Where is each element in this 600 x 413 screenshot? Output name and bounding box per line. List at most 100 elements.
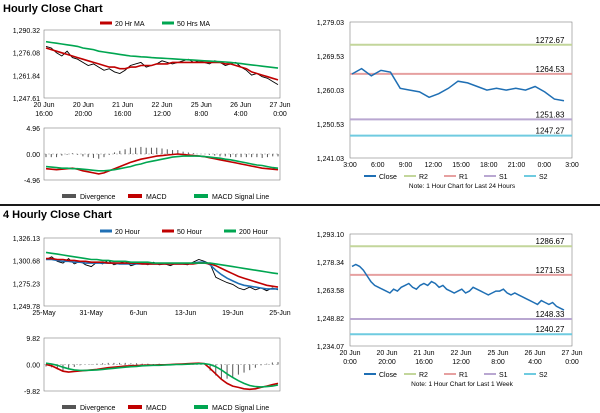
x-tick-label: 25-Jun bbox=[269, 310, 291, 317]
x-tick-label: 25-May bbox=[32, 310, 56, 317]
x-tick-label: 12:00 bbox=[452, 359, 470, 366]
legend-entry: S1 bbox=[499, 174, 508, 181]
series-line-50-hrs-ma bbox=[45, 40, 279, 69]
series-line-close bbox=[351, 263, 565, 311]
series-line-macd-signal-line bbox=[45, 155, 279, 172]
series-line-close bbox=[351, 67, 565, 102]
legend-swatch bbox=[62, 405, 76, 409]
x-tick-label: 0:00 bbox=[565, 359, 579, 366]
legend-entry: R2 bbox=[419, 174, 428, 181]
pivot-level-label: 1251.83 bbox=[536, 110, 565, 119]
x-tick-label: 27 Jun bbox=[561, 350, 582, 357]
y-tick-label: 4.96 bbox=[26, 126, 40, 133]
y-tick-label: 1,249.78 bbox=[13, 304, 40, 311]
legend-entry: 200 Hour bbox=[239, 229, 268, 236]
legend-entry: MACD bbox=[146, 405, 167, 412]
y-tick-label: 9.82 bbox=[26, 336, 40, 343]
legend-entry: R2 bbox=[419, 372, 428, 379]
plot-area bbox=[43, 29, 281, 99]
legend-entry: Divergence bbox=[80, 194, 116, 201]
x-tick-label: 20 Jun bbox=[376, 350, 397, 357]
y-tick-label: 1,248.82 bbox=[317, 316, 344, 323]
legend-swatch bbox=[62, 194, 76, 198]
legend-entry: S2 bbox=[539, 174, 548, 181]
y-tick-label: 1,300.68 bbox=[13, 259, 40, 266]
x-tick-label: 20 Jun bbox=[73, 102, 94, 109]
x-tick-label: 19-Jun bbox=[222, 310, 244, 317]
x-tick-label: 3:00 bbox=[343, 162, 357, 169]
series-line-macd bbox=[45, 153, 279, 175]
legend-swatch bbox=[194, 405, 208, 409]
legend-entry: S2 bbox=[539, 372, 548, 379]
x-tick-label: 27 Jun bbox=[269, 102, 290, 109]
x-tick-label: 3:00 bbox=[565, 162, 579, 169]
x-tick-label: 20:00 bbox=[75, 111, 93, 118]
series-line-20-hr-ma bbox=[45, 47, 279, 81]
hourly-pivot-chart: 1,279.03 1,269.53 1,260.03 1,250.53 1,241.03… bbox=[317, 20, 579, 190]
x-tick-label: 6:00 bbox=[371, 162, 385, 169]
series-line-macd bbox=[45, 362, 279, 391]
legend-entry: Close bbox=[379, 174, 397, 181]
section-divider bbox=[0, 204, 600, 206]
hourly-section-title: Hourly Close Chart bbox=[3, 3, 103, 15]
four-hourly-pivot-chart: 1,293.10 1,278.34 1,263.58 1,248.82 1,234.07… bbox=[317, 232, 583, 388]
y-tick-label: 1,241.03 bbox=[317, 156, 344, 163]
plot-area bbox=[43, 237, 281, 307]
x-tick-label: 21 Jun bbox=[413, 350, 434, 357]
x-tick-label: 21 Jun bbox=[112, 102, 133, 109]
pivot-level-label: 1247.27 bbox=[536, 127, 565, 136]
x-tick-label: 12:00 bbox=[424, 162, 442, 169]
y-tick-label: 1,250.53 bbox=[317, 122, 344, 129]
y-tick-label: 1,279.03 bbox=[317, 20, 344, 27]
four-hourly-macd-chart: 9.82 0.00 -9.82 Divergence MACD MACD Signal L… bbox=[24, 336, 281, 412]
four-hourly-price-chart: 20 Hour 50 Hour 200 Hour 1,326.13 1,300.68 1,… bbox=[13, 229, 291, 317]
x-tick-label: 6-Jun bbox=[130, 310, 148, 317]
x-tick-label: 20 Jun bbox=[339, 350, 360, 357]
x-tick-label: 0:00 bbox=[343, 359, 357, 366]
x-tick-label: 0:00 bbox=[273, 111, 287, 118]
x-tick-label: 4:00 bbox=[234, 111, 248, 118]
y-tick-label: 1,293.10 bbox=[317, 232, 344, 239]
y-tick-label: 1,275.23 bbox=[13, 281, 40, 288]
chart-note: Note: 1 Hour Chart for Last 1 Week bbox=[411, 381, 514, 388]
y-tick-label: 0.00 bbox=[26, 363, 40, 370]
y-tick-label: 1,263.58 bbox=[317, 288, 344, 295]
x-tick-label: 0:00 bbox=[537, 162, 551, 169]
y-tick-label: 1,269.53 bbox=[317, 54, 344, 61]
x-tick-label: 20:00 bbox=[378, 359, 396, 366]
x-tick-label: 22 Jun bbox=[151, 102, 172, 109]
y-tick-label: -9.82 bbox=[24, 389, 40, 396]
legend-swatch bbox=[128, 405, 142, 409]
y-tick-label: 1,234.07 bbox=[317, 344, 344, 351]
x-tick-label: 16:00 bbox=[114, 111, 132, 118]
legend-entry: R1 bbox=[459, 174, 468, 181]
legend-entry: 50 Hour bbox=[177, 229, 203, 236]
x-tick-label: 25 Jun bbox=[487, 350, 508, 357]
series-line-close bbox=[45, 45, 279, 85]
series-line-200-hour bbox=[45, 251, 279, 275]
x-tick-label: 26 Jun bbox=[524, 350, 545, 357]
series-line-macd-signal-line bbox=[45, 362, 279, 388]
pivot-level-label: 1240.27 bbox=[536, 325, 565, 334]
legend-entry: 20 Hour bbox=[115, 229, 141, 236]
hourly-price-chart: 20 Hr MA 50 Hrs MA 1,290.32 1,276.08 1,261.8… bbox=[13, 21, 291, 118]
legend-entry: Close bbox=[379, 372, 397, 379]
x-tick-label: 31-May bbox=[80, 310, 104, 317]
pivot-level-label: 1271.53 bbox=[536, 266, 565, 275]
y-tick-label: 1,261.84 bbox=[13, 73, 40, 80]
x-tick-label: 12:00 bbox=[153, 111, 171, 118]
y-tick-label: 1,247.61 bbox=[13, 96, 40, 103]
pivot-level-label: 1272.67 bbox=[536, 36, 565, 45]
y-tick-label: 1,326.13 bbox=[13, 236, 40, 243]
four-hourly-section-title: 4 Hourly Close Chart bbox=[3, 209, 112, 221]
legend-entry: S1 bbox=[499, 372, 508, 379]
y-tick-label: 1,260.03 bbox=[317, 88, 344, 95]
x-tick-label: 9:00 bbox=[399, 162, 413, 169]
legend-entry: Divergence bbox=[80, 405, 116, 412]
x-tick-label: 16:00 bbox=[415, 359, 433, 366]
x-tick-label: 18:00 bbox=[480, 162, 498, 169]
legend-entry: MACD Signal Line bbox=[212, 194, 269, 201]
pivot-level-label: 1264.53 bbox=[536, 65, 565, 74]
pivot-level-label: 1248.33 bbox=[536, 310, 565, 319]
x-tick-label: 16:00 bbox=[35, 111, 53, 118]
